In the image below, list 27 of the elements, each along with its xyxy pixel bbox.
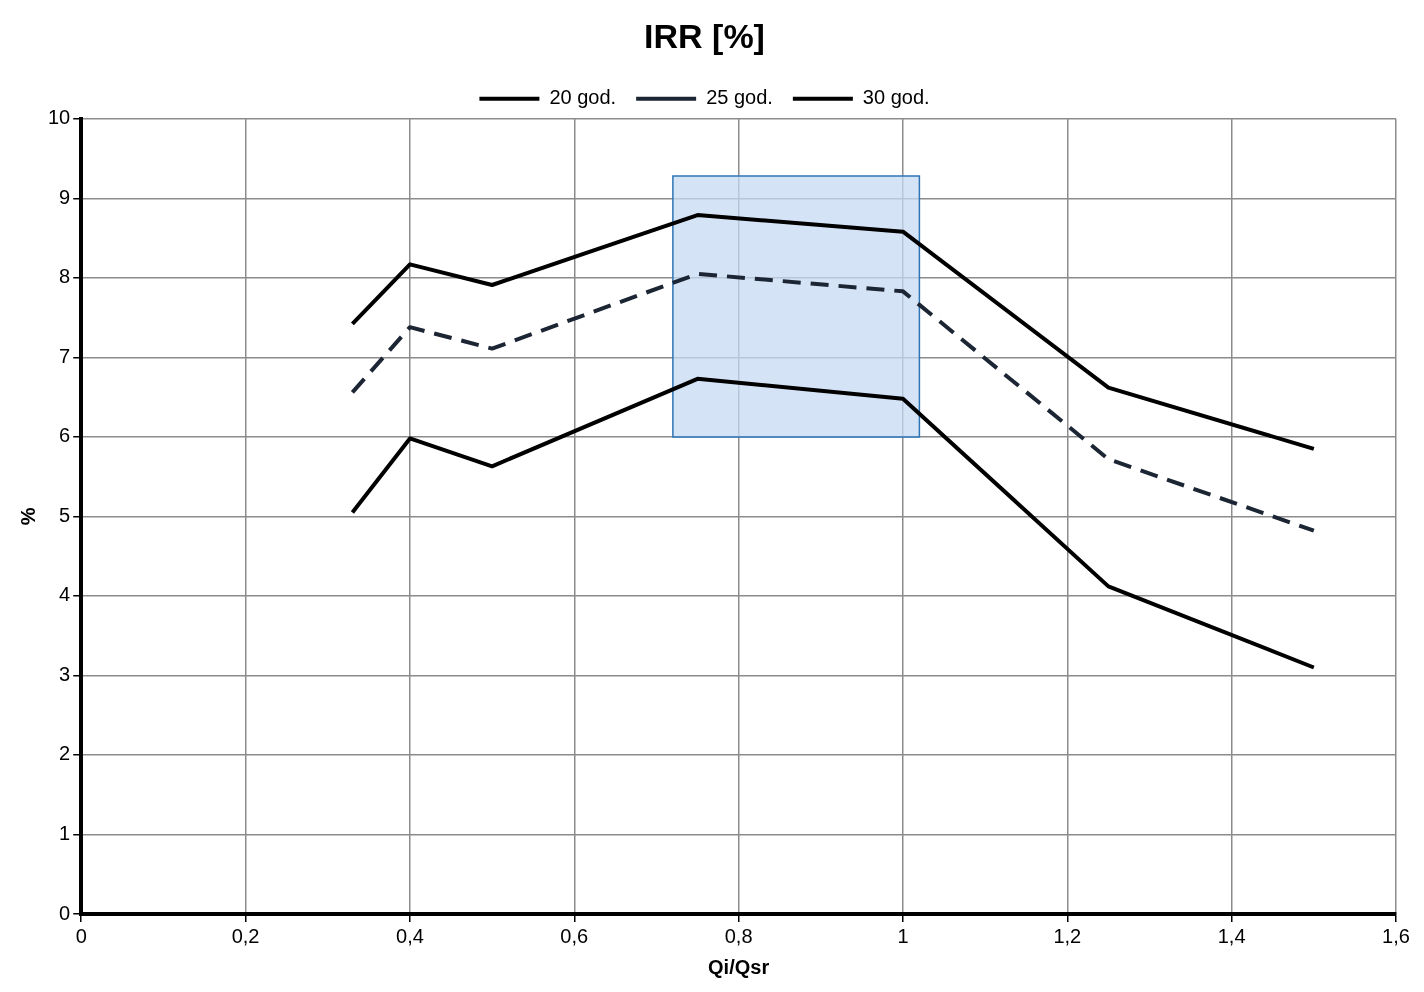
legend-label: 25 god. xyxy=(706,86,773,109)
y-tick-label: 3 xyxy=(59,662,71,685)
x-tick-label: 1,2 xyxy=(1053,924,1082,947)
x-tick-label: 0,6 xyxy=(560,924,589,947)
chart-title: IRR [%] xyxy=(644,16,765,55)
x-axis-title: Qi/Qsr xyxy=(708,955,770,978)
x-tick-label: 0,8 xyxy=(724,924,753,947)
x-tick-label: 0,2 xyxy=(231,924,260,947)
y-tick-label: 8 xyxy=(59,265,71,288)
legend-label: 20 god. xyxy=(549,86,617,109)
x-tick-label: 0,4 xyxy=(396,924,424,947)
y-tick-label: 2 xyxy=(59,742,71,765)
y-tick-label: 5 xyxy=(59,503,71,526)
y-tick-label: 1 xyxy=(59,822,71,844)
y-tick-label: 9 xyxy=(59,185,71,208)
y-tick-label: 7 xyxy=(59,344,71,367)
y-tick-label: 10 xyxy=(48,106,71,129)
y-tick-label: 6 xyxy=(59,424,71,447)
legend-label: 30 god. xyxy=(862,86,930,109)
y-tick-label: 4 xyxy=(59,583,71,606)
x-tick-label: 1 xyxy=(897,924,909,947)
y-axis-title: % xyxy=(16,507,39,526)
x-tick-label: 1,4 xyxy=(1217,924,1246,947)
x-tick-label: 0 xyxy=(75,924,87,947)
line-series xyxy=(350,271,1316,533)
x-tick-label: 1,6 xyxy=(1382,924,1410,947)
y-tick-label: 0 xyxy=(59,901,71,924)
